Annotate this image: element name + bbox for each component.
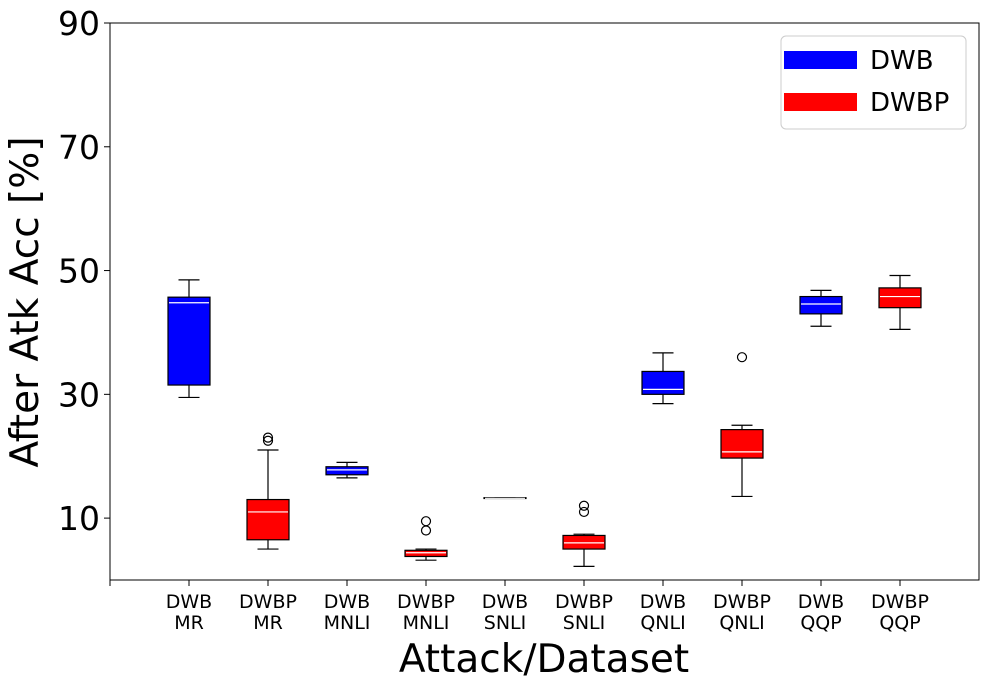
box-group xyxy=(246,432,290,550)
x-tick-label: DWBP xyxy=(871,591,929,613)
x-tick-label: DWBP xyxy=(397,591,455,613)
x-tick-label: DWBP xyxy=(239,591,297,613)
outlier-point xyxy=(578,500,590,511)
box-group xyxy=(799,289,843,327)
legend-label: DWB xyxy=(870,46,934,76)
box-group xyxy=(562,500,606,567)
x-tick-label: SNLI xyxy=(484,612,526,634)
box xyxy=(641,370,685,395)
x-tick-label: DWB xyxy=(640,591,686,613)
x-tick-label: MR xyxy=(253,612,283,634)
outlier-point xyxy=(578,506,590,518)
box xyxy=(878,287,922,309)
x-tick-label: MNLI xyxy=(403,612,450,634)
box xyxy=(799,295,843,315)
legend: DWB DWBP xyxy=(780,35,967,130)
outlier-point xyxy=(420,525,432,536)
box-group xyxy=(167,279,211,399)
axes: 1030507090DWBMRDWBPMRDWBMNLIDWBPMNLIDWBS… xyxy=(58,4,929,634)
plot-frame xyxy=(109,22,980,581)
outlier-point xyxy=(736,352,748,363)
y-tick-label: 10 xyxy=(58,499,100,538)
outlier-point xyxy=(420,516,432,527)
y-tick-label: 50 xyxy=(58,252,100,291)
box-group xyxy=(641,352,685,405)
box-group xyxy=(483,497,527,500)
x-axis-label: Attack/Dataset xyxy=(399,637,689,682)
legend-swatch xyxy=(784,93,857,111)
x-tick-label: QQP xyxy=(800,612,841,634)
box-group xyxy=(325,461,369,479)
outlier-point xyxy=(262,432,274,443)
x-tick-label: MNLI xyxy=(324,612,371,634)
legend-swatch xyxy=(784,51,857,69)
box xyxy=(246,498,290,541)
x-tick-label: DWB xyxy=(798,591,844,613)
x-tick-label: SNLI xyxy=(563,612,605,634)
box-group xyxy=(878,274,922,330)
x-tick-label: DWB xyxy=(166,591,212,613)
outlier-point xyxy=(262,435,274,446)
y-tick-label: 30 xyxy=(58,375,100,414)
x-tick-label: DWB xyxy=(324,591,370,613)
x-tick-label: QNLI xyxy=(719,612,764,634)
box-group xyxy=(404,516,448,561)
box xyxy=(720,429,764,459)
x-tick-label: DWBP xyxy=(555,591,613,613)
x-tick-label: MR xyxy=(174,612,204,634)
x-tick-label: DWB xyxy=(482,591,528,613)
box xyxy=(325,466,369,476)
y-axis-label: After Atk Acc [%] xyxy=(3,136,48,467)
legend-label: DWBP xyxy=(870,88,949,118)
x-tick-label: DWBP xyxy=(713,591,771,613)
box xyxy=(167,296,211,386)
y-tick-label: 70 xyxy=(58,128,100,167)
box xyxy=(562,534,606,550)
box-group xyxy=(720,352,764,498)
plot-area xyxy=(167,274,922,567)
y-tick-label: 90 xyxy=(58,4,100,43)
x-tick-label: QNLI xyxy=(640,612,685,634)
box xyxy=(404,549,448,558)
x-tick-label: QQP xyxy=(879,612,920,634)
